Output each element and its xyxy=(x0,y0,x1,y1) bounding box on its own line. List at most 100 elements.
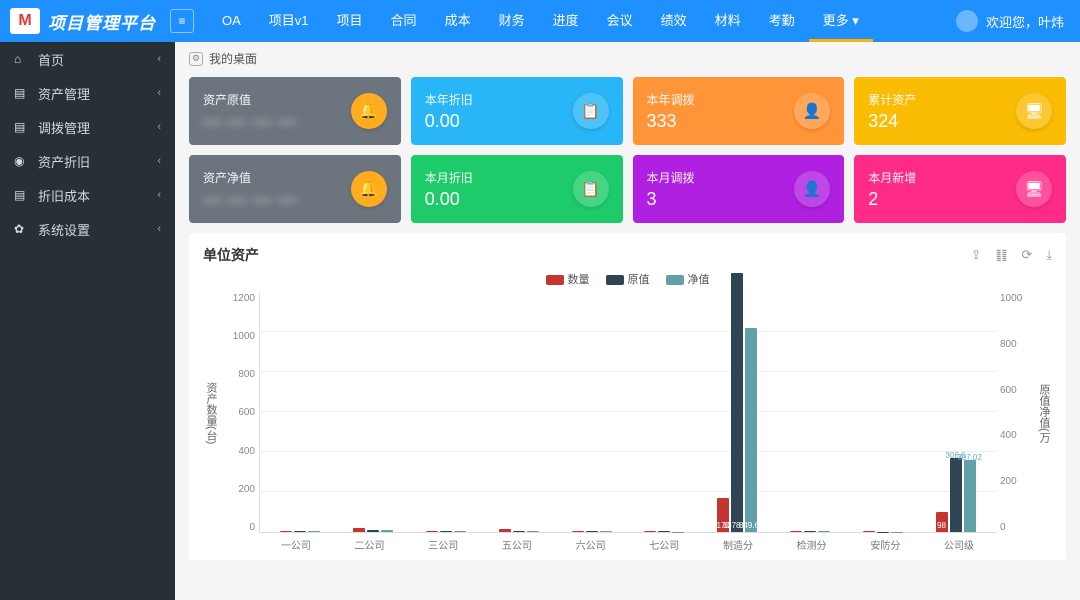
chart-tool-button[interactable]: ䷁ xyxy=(996,247,1008,263)
bar-quantity[interactable] xyxy=(280,531,292,532)
kpi-card[interactable]: 本月调拨3👤 xyxy=(633,155,845,223)
x-tick: 六公司 xyxy=(574,537,608,552)
chevron-icon: ‹ xyxy=(157,189,161,201)
chart-tool-button[interactable]: ⟳ xyxy=(1021,247,1032,263)
sidebar-icon: ✿ xyxy=(14,222,28,236)
chevron-icon: ‹ xyxy=(157,121,161,133)
chart-tool-button[interactable]: ⇪ xyxy=(971,247,982,263)
card-label: 累计资产 xyxy=(868,91,916,108)
user-area[interactable]: 欢迎您，叶炜 xyxy=(956,10,1064,32)
sidebar-icon: ▤ xyxy=(14,120,28,134)
x-tick: 制造分 xyxy=(721,537,755,552)
topnav-item[interactable]: 考勤 xyxy=(755,0,809,42)
sidebar-item[interactable]: ⌂首页‹ xyxy=(0,42,175,76)
bar-quantity[interactable] xyxy=(499,529,511,532)
card-icon: 👤 xyxy=(794,93,830,129)
bar-quantity[interactable] xyxy=(353,528,365,532)
kpi-card[interactable]: 本月新增2🖥 xyxy=(854,155,1066,223)
menu-toggle-button[interactable]: ≡ xyxy=(170,9,194,33)
bar-net[interactable] xyxy=(527,531,539,532)
sidebar-item[interactable]: ▤折旧成本‹ xyxy=(0,178,175,212)
chart-tool-button[interactable]: ⤓ xyxy=(1046,247,1052,263)
card-value: 2 xyxy=(868,189,916,210)
kpi-card[interactable]: 累计资产324🖥 xyxy=(854,77,1066,145)
sidebar-item[interactable]: ▤资产管理‹ xyxy=(0,76,175,110)
bar-group xyxy=(426,531,466,532)
card-value: 0.00 xyxy=(425,111,473,132)
legend-item[interactable]: 数量 xyxy=(546,271,590,287)
bar-original[interactable] xyxy=(586,531,598,532)
bar-net[interactable] xyxy=(308,531,320,532)
card-label: 本年折旧 xyxy=(425,91,473,108)
sidebar: ⌂首页‹▤资产管理‹▤调拨管理‹◉资产折旧‹▤折旧成本‹✿系统设置‹ xyxy=(0,42,175,600)
bar-quantity[interactable] xyxy=(644,531,656,532)
y-left-label: 资产数量(台) xyxy=(203,293,219,533)
topnav-item[interactable]: 进度 xyxy=(539,0,593,42)
bar-group xyxy=(280,531,320,532)
bar-group xyxy=(644,531,684,532)
bar-original[interactable] xyxy=(367,530,379,532)
bar-net[interactable] xyxy=(600,531,612,532)
bar-original[interactable] xyxy=(513,531,525,532)
sidebar-item[interactable]: ▤ 调拨管理 ‹ xyxy=(0,110,175,144)
bar-net[interactable] xyxy=(818,531,830,532)
card-value: — — — — xyxy=(203,189,297,210)
bar-original[interactable] xyxy=(294,531,306,532)
sidebar-item[interactable]: ◉资产折旧‹ xyxy=(0,144,175,178)
topnav-item[interactable]: 项目 xyxy=(323,0,377,42)
bar-original[interactable] xyxy=(440,531,452,532)
bar-group: 1701078.30849.69 xyxy=(717,273,757,532)
legend-item[interactable]: 原值 xyxy=(606,271,650,287)
kpi-card[interactable]: 本年调拨333👤 xyxy=(633,77,845,145)
topnav-item[interactable]: 会议 xyxy=(593,0,647,42)
kpi-card[interactable]: 资产净值— — — —🔔 xyxy=(189,155,401,223)
bar-quantity[interactable] xyxy=(426,531,438,532)
bar-quantity[interactable] xyxy=(572,531,584,532)
sidebar-label: 调拨管理 xyxy=(38,118,90,137)
chevron-icon: ‹ xyxy=(157,155,161,167)
kpi-card[interactable]: 本年折旧0.00📋 xyxy=(411,77,623,145)
x-tick: 一公司 xyxy=(279,537,313,552)
bar-quantity[interactable] xyxy=(863,531,875,532)
card-value: 333 xyxy=(647,111,695,132)
topnav-item[interactable]: 项目v1 xyxy=(255,0,323,42)
chevron-icon: ‹ xyxy=(157,87,161,99)
bar-quantity[interactable] xyxy=(790,531,802,532)
bar-original[interactable]: 1078.30 xyxy=(731,273,743,532)
bar-quantity[interactable]: 98 xyxy=(936,512,948,532)
kpi-card[interactable]: 本月折旧0.00📋 xyxy=(411,155,623,223)
logo-icon: M xyxy=(10,8,40,34)
topnav-item[interactable]: OA xyxy=(208,0,255,42)
card-value: 3 xyxy=(647,189,695,210)
card-icon: 🔔 xyxy=(351,93,387,129)
bar-net[interactable] xyxy=(454,531,466,532)
y-right-axis: 10008006004002000 xyxy=(996,293,1036,533)
card-label: 本月折旧 xyxy=(425,169,473,186)
topbar: M 项目管理平台 ≡ OA项目v1项目合同成本财务进度会议绩效材料考勤更多 ▾ … xyxy=(0,0,1080,42)
card-icon: 🖥 xyxy=(1016,93,1052,129)
breadcrumb-label: 我的桌面 xyxy=(209,50,257,67)
x-tick: 五公司 xyxy=(500,537,534,552)
bar-original[interactable] xyxy=(804,531,816,532)
topnav-item[interactable]: 更多 ▾ xyxy=(809,0,873,42)
breadcrumb: ⚙ 我的桌面 xyxy=(189,50,1066,67)
bar-group xyxy=(353,528,393,532)
kpi-card[interactable]: 资产原值— — — —🔔 xyxy=(189,77,401,145)
bar-group xyxy=(499,529,539,532)
bar-net[interactable] xyxy=(381,530,393,532)
topnav-item[interactable]: 财务 xyxy=(485,0,539,42)
bar-net[interactable]: 849.69 xyxy=(745,328,757,532)
chart-panel: 单位资产 ⇪䷁⟳⤓ 数量原值净值 资产数量(台) 120010008006004… xyxy=(189,233,1066,560)
sidebar-icon: ▤ xyxy=(14,86,28,100)
chart-plot: 1701078.30849.6998306.6307.02 xyxy=(259,293,996,533)
gear-icon: ⚙ xyxy=(189,52,203,66)
topnav-item[interactable]: 绩效 xyxy=(647,0,701,42)
bar-original[interactable]: 306.6 xyxy=(950,458,962,532)
legend-item[interactable]: 净值 xyxy=(666,271,710,287)
bar-net[interactable]: 307.02 xyxy=(964,460,976,532)
topnav-item[interactable]: 合同 xyxy=(377,0,431,42)
bar-original[interactable] xyxy=(658,531,670,532)
topnav-item[interactable]: 成本 xyxy=(431,0,485,42)
sidebar-item[interactable]: ✿系统设置‹ xyxy=(0,212,175,246)
topnav-item[interactable]: 材料 xyxy=(701,0,755,42)
